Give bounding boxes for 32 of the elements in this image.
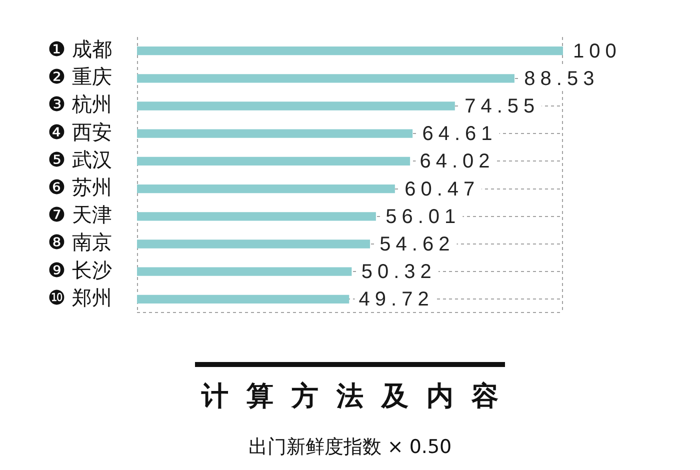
y-tick-label: ❽ 南京 [48,230,112,254]
y-tick-label: ❸ 杭州 [48,92,112,116]
data-label: 64.61 [422,123,498,146]
y-tick-label: ❶ 成都 [48,37,112,62]
y-tick-label: ❿ 郑州 [48,285,112,310]
data-label: 74.55 [464,96,540,118]
bar [137,46,563,56]
data-label: 100 [573,40,622,62]
y-tick-label: ❺ 武汉 [48,147,112,172]
bar [137,156,410,166]
bar [137,184,395,194]
data-label: 50.32 [361,261,436,284]
y-tick-label: ❹ 西安 [48,120,112,144]
y-tick-label: ❻ 苏州 [48,175,112,200]
data-label: 64.02 [420,150,495,173]
y-tick-label: ❼ 天津 [48,202,112,227]
text: 出门新鲜度指数 × 0.50 [248,436,452,458]
data-label: 49.72 [358,288,434,311]
text: 计算方法及内容 [202,381,516,412]
y-tick-label: ❷ 重庆 [48,64,112,89]
bar [137,129,413,138]
data-label: 88.53 [524,68,600,90]
bar [137,294,350,304]
bar [137,102,455,110]
data-label: 56.01 [386,206,461,228]
bar [137,212,376,221]
bar [137,74,514,83]
data-label: 54.62 [380,234,455,256]
y-tick-label: ❾ 长沙 [48,258,112,282]
data-label: 60.47 [404,178,480,200]
bar [137,267,352,276]
bar [137,240,370,248]
